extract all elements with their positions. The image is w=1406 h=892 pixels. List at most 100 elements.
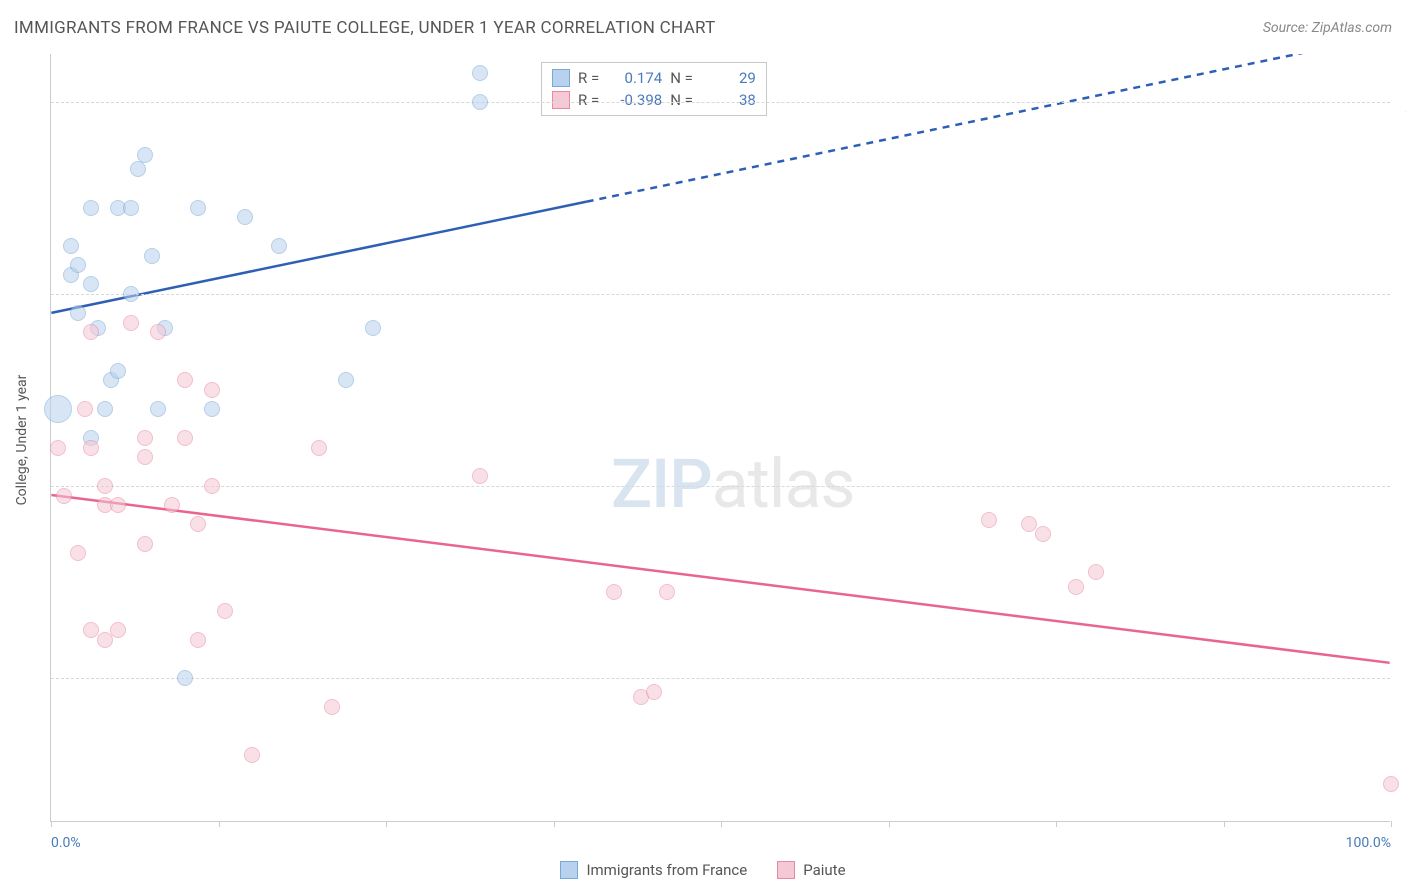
data-point — [144, 248, 160, 264]
chart-container: IMMIGRANTS FROM FRANCE VS PAIUTE COLLEGE… — [0, 0, 1406, 892]
data-point — [123, 286, 139, 302]
x-tick — [1224, 821, 1225, 827]
data-point — [338, 372, 354, 388]
data-point — [83, 276, 99, 292]
data-point — [123, 200, 139, 216]
data-point — [204, 478, 220, 494]
data-point — [50, 440, 66, 456]
x-tick — [554, 821, 555, 827]
legend-r-val-2: -0.398 — [607, 91, 662, 109]
data-point — [472, 65, 488, 81]
legend-swatch-paiute — [777, 861, 795, 879]
legend-r-label: R = — [578, 69, 599, 87]
data-point — [97, 401, 113, 417]
data-point — [137, 147, 153, 163]
data-point — [44, 395, 72, 423]
legend-n-label: N = — [670, 69, 693, 87]
legend-item-paiute: Paiute — [777, 861, 845, 879]
data-point — [150, 324, 166, 340]
data-point — [177, 430, 193, 446]
gridline — [51, 102, 1390, 103]
data-point — [70, 545, 86, 561]
legend-item-france: Immigrants from France — [560, 861, 747, 879]
data-point — [177, 372, 193, 388]
data-point — [646, 684, 662, 700]
legend-n-label: N = — [670, 91, 693, 109]
plot-area: ZIPatlas R = 0.174 N = 29 R = -0.398 N =… — [50, 54, 1390, 822]
data-point — [137, 536, 153, 552]
title-bar: IMMIGRANTS FROM FRANCE VS PAIUTE COLLEGE… — [14, 18, 1392, 38]
legend-n-val-2: 38 — [701, 91, 756, 109]
data-point — [123, 315, 139, 331]
data-point — [472, 94, 488, 110]
legend-r-val-1: 0.174 — [607, 69, 662, 87]
watermark-zip: ZIP — [611, 444, 712, 524]
data-point — [311, 440, 327, 456]
series-legend: Immigrants from France Paiute — [0, 861, 1406, 879]
gridline — [51, 294, 1390, 295]
y-tick-label: 80.0% — [1395, 300, 1406, 316]
legend-r-label: R = — [578, 91, 599, 109]
data-point — [659, 584, 675, 600]
legend-swatch-france — [552, 69, 570, 87]
data-point — [110, 363, 126, 379]
data-point — [324, 699, 340, 715]
x-tick — [721, 821, 722, 827]
x-tick — [1391, 821, 1392, 827]
data-point — [110, 497, 126, 513]
data-point — [56, 488, 72, 504]
legend-row-2: R = -0.398 N = 38 — [552, 89, 756, 111]
watermark: ZIPatlas — [611, 444, 855, 524]
y-axis-label: College, Under 1 year — [14, 375, 30, 506]
data-point — [365, 320, 381, 336]
legend-swatch-france — [560, 861, 578, 879]
x-tick — [1056, 821, 1057, 827]
legend-label-france: Immigrants from France — [586, 861, 747, 879]
chart-title: IMMIGRANTS FROM FRANCE VS PAIUTE COLLEGE… — [14, 18, 716, 38]
data-point — [77, 401, 93, 417]
x-tick — [889, 821, 890, 827]
y-tick-label: 40.0% — [1395, 684, 1406, 700]
trend-lines — [51, 54, 1390, 821]
data-point — [164, 497, 180, 513]
data-point — [190, 632, 206, 648]
data-point — [137, 430, 153, 446]
data-point — [97, 478, 113, 494]
gridline — [51, 486, 1390, 487]
data-point — [70, 305, 86, 321]
x-tick — [219, 821, 220, 827]
legend-row-1: R = 0.174 N = 29 — [552, 67, 756, 89]
data-point — [271, 238, 287, 254]
legend-label-paiute: Paiute — [803, 861, 845, 879]
x-tick-label: 100.0% — [1346, 835, 1391, 851]
x-tick — [51, 821, 52, 827]
data-point — [83, 324, 99, 340]
data-point — [137, 449, 153, 465]
data-point — [981, 512, 997, 528]
data-point — [83, 440, 99, 456]
data-point — [110, 622, 126, 638]
data-point — [606, 584, 622, 600]
data-point — [237, 209, 253, 225]
data-point — [1383, 776, 1399, 792]
gridline — [51, 678, 1390, 679]
data-point — [1035, 526, 1051, 542]
data-point — [63, 238, 79, 254]
data-point — [150, 401, 166, 417]
x-tick-label: 0.0% — [51, 835, 81, 851]
data-point — [190, 200, 206, 216]
data-point — [204, 401, 220, 417]
data-point — [83, 200, 99, 216]
data-point — [70, 257, 86, 273]
data-point — [1068, 579, 1084, 595]
correlation-legend: R = 0.174 N = 29 R = -0.398 N = 38 — [541, 62, 767, 116]
data-point — [204, 382, 220, 398]
data-point — [177, 670, 193, 686]
data-point — [244, 747, 260, 763]
legend-n-val-1: 29 — [701, 69, 756, 87]
data-point — [217, 603, 233, 619]
x-tick — [386, 821, 387, 827]
data-point — [472, 468, 488, 484]
watermark-atlas: atlas — [712, 444, 855, 524]
source-label: Source: ZipAtlas.com — [1263, 20, 1392, 36]
